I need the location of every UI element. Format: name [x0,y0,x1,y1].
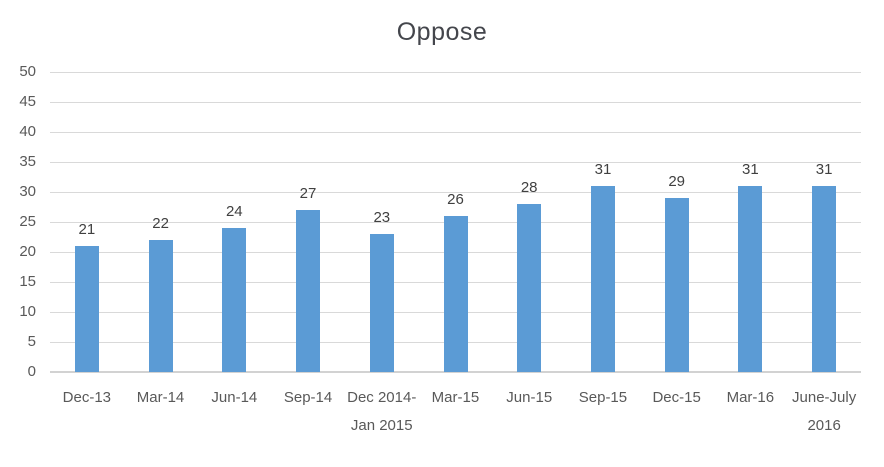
y-axis-tick-label: 25 [19,213,36,230]
bar [74,246,99,372]
x-axis-category-label: Jun-15 [506,389,553,406]
bar [812,186,837,372]
bar-value-label: 31 [594,161,612,178]
y-axis-tick-label: 10 [19,303,36,320]
gridline [50,192,861,193]
y-axis-tick-label: 5 [27,333,36,350]
x-axis-category-label: Dec 2014-Jan 2015 [347,389,417,434]
x-axis-category-label: June-July 2016 [792,389,857,434]
bar-value-label: 22 [152,215,169,232]
x-axis-category-label: Sep-15 [578,389,628,406]
bar-value-label: 27 [299,185,317,202]
x-axis-category-label: Mar-14 [136,389,185,406]
bar-value-label: 31 [742,161,759,178]
gridline [50,102,861,103]
bar [517,204,542,372]
chart-title: Oppose [396,18,488,46]
bar-value-label: 24 [225,203,243,220]
bar-value-label: 29 [668,173,686,190]
bar [369,234,394,372]
bar [222,228,247,372]
y-axis-tick-label: 35 [19,153,36,170]
x-axis-category-label: Mar-16 [726,389,775,406]
bar-value-label: 28 [520,179,538,196]
bar [443,216,468,372]
gridline [50,132,861,133]
y-axis-tick-label: 20 [19,243,36,260]
x-axis-category-label: Jun-14 [211,389,258,406]
gridline [50,72,861,73]
y-axis-tick-label: 50 [19,63,36,80]
bar [664,198,689,372]
x-axis-category-label: Mar-15 [431,389,480,406]
bar [591,186,615,372]
y-axis-tick-label: 15 [19,273,36,290]
y-axis-tick-label: 0 [27,363,36,380]
y-axis-tick-label: 45 [19,93,36,110]
x-axis-line [50,371,861,373]
bar-value-label: 21 [78,221,96,238]
gridline [50,162,861,163]
y-axis-tick-label: 30 [19,183,36,200]
x-axis-category-label: Sep-14 [283,389,333,406]
y-axis-tick-label: 40 [19,123,36,140]
bar [148,240,173,372]
x-axis-category-label: Dec-15 [652,389,701,406]
bar-value-label: 26 [447,191,464,208]
x-axis-category-label: Dec-13 [62,389,112,406]
bar [296,210,320,372]
bar [738,186,763,372]
bar-value-label: 31 [815,161,833,178]
bar-value-label: 23 [373,209,391,226]
